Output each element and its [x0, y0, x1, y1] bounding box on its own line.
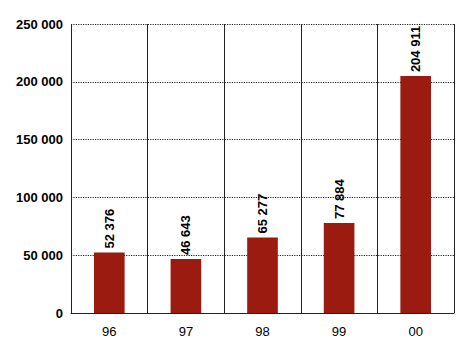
svg-text:150 000: 150 000: [16, 132, 63, 147]
svg-text:50 000: 50 000: [23, 248, 63, 263]
svg-text:46 643: 46 643: [178, 215, 193, 255]
svg-text:98: 98: [255, 324, 269, 339]
svg-text:52 376: 52 376: [102, 209, 117, 249]
svg-text:204 911: 204 911: [408, 26, 423, 72]
svg-text:250 000: 250 000: [16, 17, 63, 32]
svg-text:0: 0: [56, 306, 63, 321]
svg-text:00: 00: [408, 324, 422, 339]
svg-text:65 277: 65 277: [255, 194, 270, 234]
svg-text:97: 97: [179, 324, 193, 339]
svg-text:77 884: 77 884: [332, 178, 347, 219]
svg-text:200 000: 200 000: [16, 74, 63, 89]
svg-text:96: 96: [102, 324, 116, 339]
svg-text:100 000: 100 000: [16, 190, 63, 205]
svg-text:99: 99: [332, 324, 346, 339]
